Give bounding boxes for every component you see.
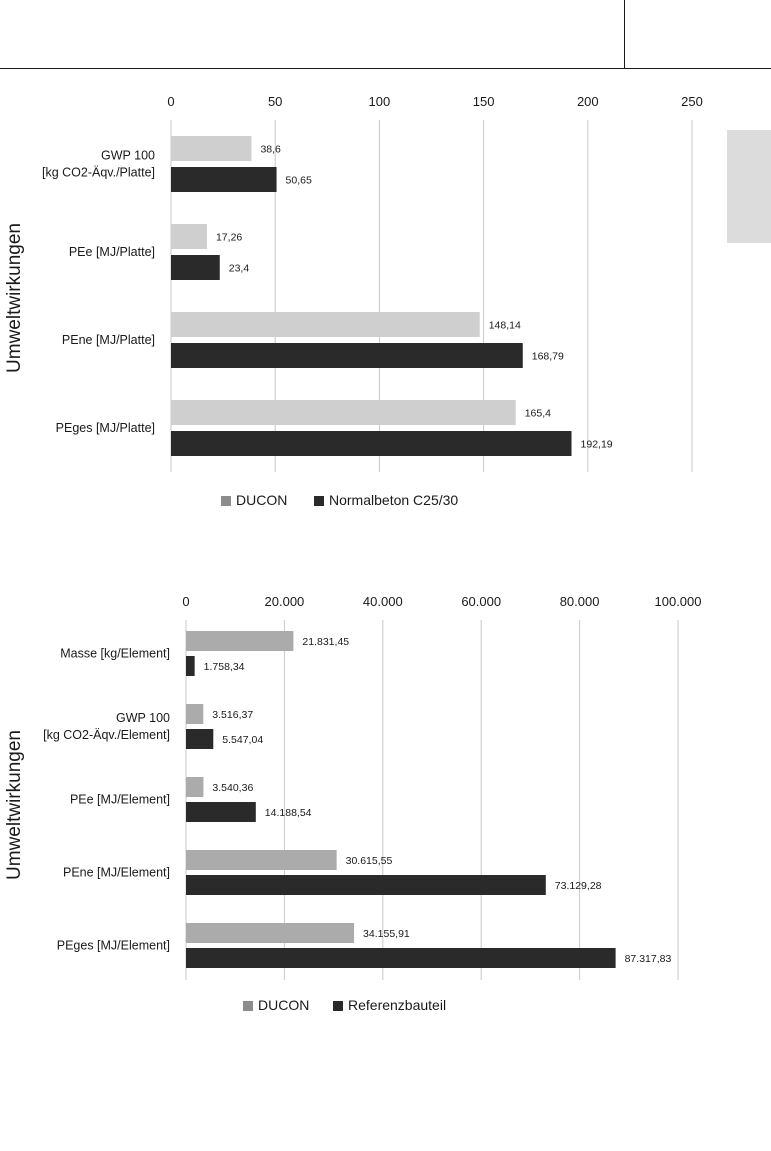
y-axis-title: Umweltwirkungen [4, 730, 25, 880]
x-tick-label: 100 [369, 94, 391, 109]
category-label: GWP 100 [116, 711, 170, 725]
legend-label: Normalbeton C25/30 [329, 492, 458, 508]
x-tick-label: 40.000 [363, 594, 403, 609]
data-label: 87.317,83 [625, 953, 672, 965]
bar [171, 136, 252, 161]
data-label: 3.516,37 [212, 709, 253, 721]
bar [186, 777, 204, 797]
bar [171, 312, 480, 337]
bar [186, 850, 337, 870]
x-tick-label: 250 [681, 94, 703, 109]
category-label: PEe [MJ/Platte] [69, 245, 155, 259]
x-tick-label: 20.000 [265, 594, 305, 609]
data-label: 5.547,04 [222, 734, 263, 746]
x-tick-label: 200 [577, 94, 599, 109]
data-label: 17,26 [216, 232, 242, 244]
bar [186, 923, 355, 943]
bar [186, 656, 195, 676]
category-label: [kg CO2-Äqv./Element] [43, 728, 170, 742]
category-label: PEne [MJ/Element] [63, 866, 170, 880]
legend-swatch [221, 496, 231, 506]
x-tick-label: 0 [182, 594, 189, 609]
category-label: Masse [kg/Element] [60, 647, 170, 661]
category-label: PEe [MJ/Element] [70, 793, 170, 807]
x-tick-label: 150 [473, 94, 495, 109]
bar [186, 631, 294, 651]
side-tab [727, 130, 771, 243]
category-label: PEges [MJ/Platte] [56, 421, 155, 435]
data-label: 3.540,36 [212, 782, 253, 794]
bar [171, 343, 523, 368]
legend-swatch [333, 1001, 343, 1011]
x-tick-label: 50 [268, 94, 282, 109]
category-label: [kg CO2-Äqv./Platte] [42, 166, 155, 180]
bar [171, 400, 516, 425]
category-label: GWP 100 [101, 149, 155, 163]
data-label: 165,4 [525, 408, 551, 420]
chart-element: 0 20.000 40.000 60.000 80.000 100.000 Umweltwi… [4, 594, 702, 1013]
data-label: 50,65 [286, 175, 312, 187]
legend-label: Referenzbauteil [348, 997, 446, 1013]
data-label: 23,4 [229, 263, 250, 275]
legend-swatch [314, 496, 324, 506]
x-tick-label: 100.000 [655, 594, 702, 609]
bar [186, 875, 546, 895]
x-tick-label: 60.000 [461, 594, 501, 609]
data-label: 21.831,45 [302, 636, 349, 648]
legend-swatch [243, 1001, 253, 1011]
data-label: 14.188,54 [265, 807, 312, 819]
chart-platte: 0 50 100 150 200 250 Umweltwirkungen 38,6 50,65 G… [4, 94, 703, 508]
data-label: 34.155,91 [363, 928, 410, 940]
category-label: PEne [MJ/Platte] [62, 333, 155, 347]
x-tick-label: 0 [167, 94, 174, 109]
data-label: 30.615,55 [346, 855, 393, 867]
bar [186, 948, 616, 968]
category-label: PEges [MJ/Element] [57, 939, 170, 953]
x-tick-label: 80.000 [560, 594, 600, 609]
header-divider [624, 0, 625, 68]
bar [171, 167, 277, 192]
bar [171, 255, 220, 280]
y-axis-title: Umweltwirkungen [4, 223, 25, 373]
bar [171, 224, 207, 249]
data-label: 1.758,34 [204, 661, 245, 673]
data-label: 38,6 [260, 144, 281, 156]
bar [186, 729, 214, 749]
data-label: 148,14 [489, 320, 521, 332]
legend-label: DUCON [236, 492, 287, 508]
bar [171, 431, 572, 456]
data-label: 168,79 [532, 351, 564, 363]
header-rule [0, 68, 771, 69]
bar [186, 704, 204, 724]
legend-label: DUCON [258, 997, 309, 1013]
data-label: 73.129,28 [555, 880, 602, 892]
data-label: 192,19 [581, 439, 613, 451]
bar [186, 802, 256, 822]
